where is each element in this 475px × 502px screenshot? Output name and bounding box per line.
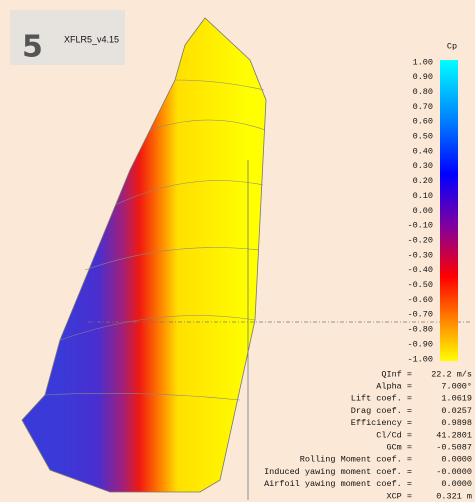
result-label: QInf = (381, 369, 412, 379)
legend-tick-label: -0.50 (407, 280, 433, 290)
result-label: Alpha = (376, 381, 412, 391)
result-value: 0.321 m (436, 491, 472, 501)
result-label: Induced yawing moment coef. = (264, 467, 412, 477)
legend-tick-label: -0.90 (407, 339, 433, 349)
legend-tick-label: -0.40 (407, 265, 433, 275)
legend-tick-label: 0.10 (413, 191, 433, 201)
result-label: Drag coef. = (351, 406, 412, 416)
legend-tick-label: -0.60 (407, 295, 433, 305)
legend-tick-label: 0.30 (413, 161, 433, 171)
legend-tick-label: 0.80 (413, 87, 433, 97)
legend-ticks: 1.00 0.90 0.80 0.70 0.60 0.50 0.40 0.30 0.20 0.10… (407, 57, 433, 364)
legend-title: Cp (447, 41, 457, 51)
legend-tick-label: -0.30 (407, 250, 433, 260)
legend-tick-label: -1.00 (407, 354, 433, 364)
color-bar (440, 60, 458, 361)
result-label: Efficiency = (351, 418, 412, 428)
result-value: -0.0000 (436, 467, 472, 477)
result-value: 0.0000 (441, 455, 472, 465)
legend-tick-label: 0.90 (413, 72, 433, 82)
view-3d: 5 XFLR5_v4.15 Cp 1.00 0.90 0.80 0.70 0.60 0.5… (0, 0, 475, 502)
result-value: 22.2 m/s (431, 369, 472, 379)
result-label: GCm = (386, 442, 412, 452)
legend-tick-label: -0.70 (407, 310, 433, 320)
legend-tick-label: 0.00 (413, 206, 433, 216)
result-label: XCP = (386, 491, 412, 501)
results: QInf = 22.2 m/s Alpha = 7.000° Lift coef. = 1… (264, 369, 472, 501)
legend-tick-label: 0.60 (413, 117, 433, 127)
legend-tick-label: 1.00 (413, 57, 433, 67)
result-value: 7.000° (441, 381, 472, 391)
wing (22, 18, 266, 492)
result-label: Cl/Cd = (376, 430, 412, 440)
app-label: XFLR5_v4.15 (64, 34, 119, 44)
legend-tick-label: 0.70 (413, 102, 433, 112)
result-label: Lift coef. = (351, 394, 412, 404)
result-value: 1.0619 (441, 394, 472, 404)
result-value: 41.2801 (436, 430, 472, 440)
result-label: Rolling Moment coef. = (300, 455, 412, 465)
legend-tick-label: -0.20 (407, 235, 433, 245)
result-label: Airfoil yawing moment coef. = (264, 479, 412, 489)
result-value: 0.9898 (441, 418, 472, 428)
result-value: 0.0257 (441, 406, 472, 416)
page: 5 XFLR5_v4.15 Cp 1.00 0.90 0.80 0.70 0.60 0.5… (0, 0, 475, 502)
legend-tick-label: -0.80 (407, 325, 433, 335)
result-value: 0.0000 (441, 479, 472, 489)
result-value: -0.5087 (436, 442, 472, 452)
legend-tick-label: 0.40 (413, 146, 433, 156)
logo-icon: 5 (22, 30, 43, 65)
legend-tick-label: 0.20 (413, 176, 433, 186)
legend-tick-label: 0.50 (413, 132, 433, 142)
legend-tick-label: -0.10 (407, 221, 433, 231)
